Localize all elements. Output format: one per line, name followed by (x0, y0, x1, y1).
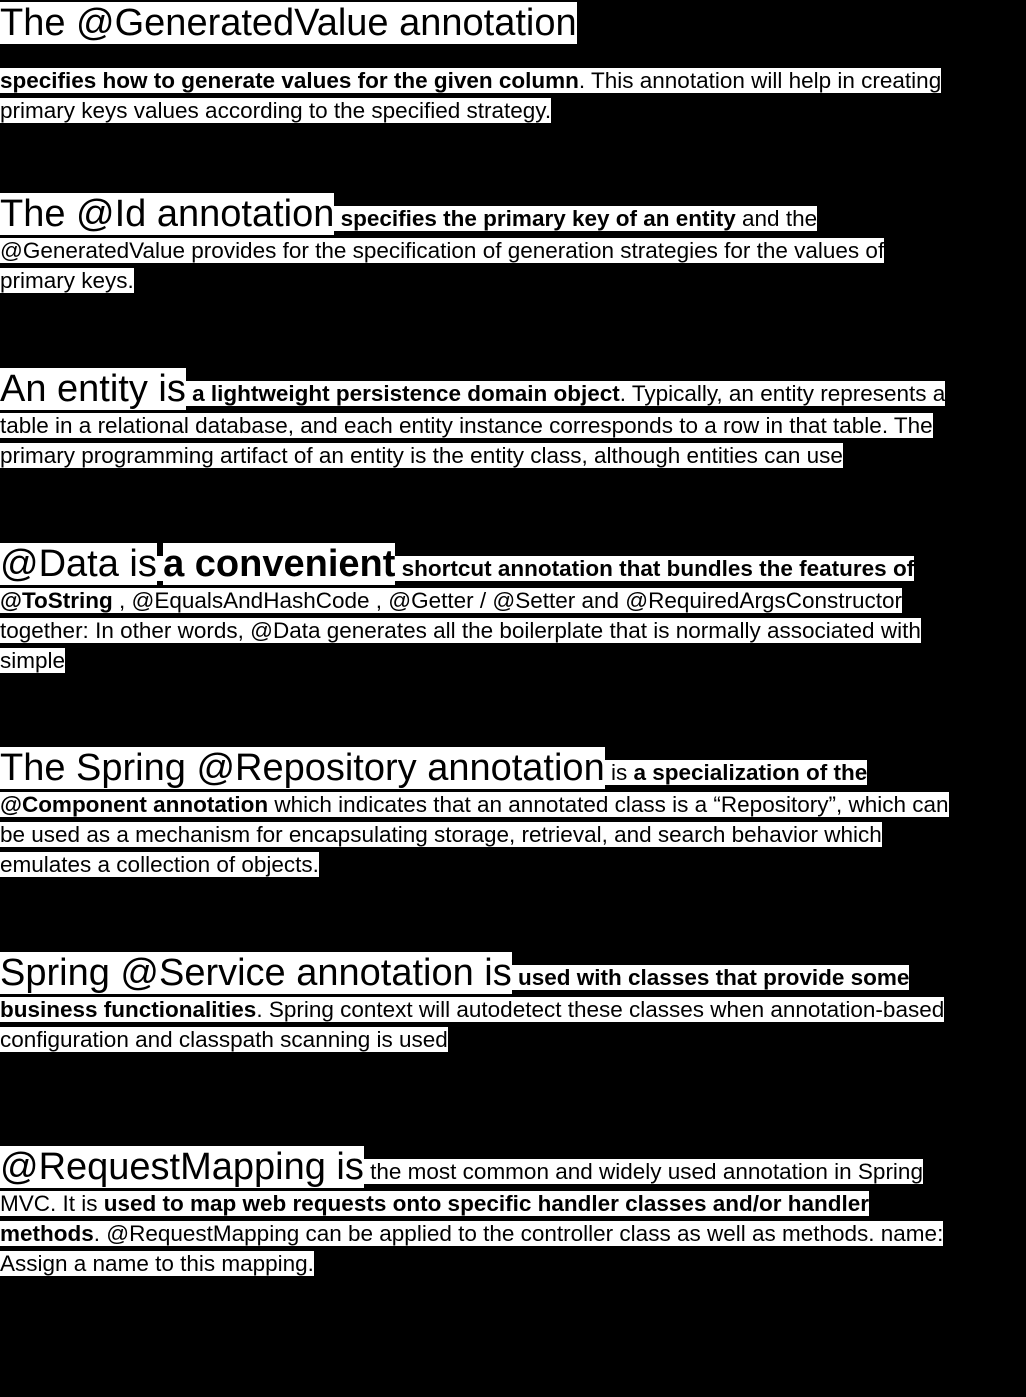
bold-text: specifies the primary key of an entity (340, 206, 736, 231)
bold-text: @Component annotation (0, 792, 269, 817)
text-run: Assign a name to this mapping. (0, 1251, 314, 1276)
bold-text: methods (0, 1221, 94, 1246)
definition-heading-line: Spring @Service annotation is used with … (0, 951, 1026, 995)
text-run: simple (0, 648, 66, 673)
definition-block: @RequestMapping is the most common and w… (0, 1145, 1026, 1279)
bold-text: specifies how to generate values for the… (0, 68, 579, 93)
definition-text-line: methods. @RequestMapping can be applied … (0, 1219, 1026, 1249)
text-run: which indicates that an annotated class … (268, 792, 949, 817)
definition-text-line: @Component annotation which indicates th… (0, 790, 1026, 820)
definition-heading: @Data is (0, 543, 157, 585)
definition-text-line: @GeneratedValue provides for the specifi… (0, 236, 1026, 266)
definition-block: @Data is a convenient shortcut annotatio… (0, 542, 1026, 676)
definition-text-line: Assign a name to this mapping. (0, 1249, 1026, 1279)
bold-text: used to map web requests onto specific h… (103, 1191, 869, 1216)
definition-text-line: be used as a mechanism for encapsulating… (0, 820, 1026, 850)
definition-text-line: primary programming artifact of an entit… (0, 441, 1026, 471)
definition-heading-line: An entity is a lightweight persistence d… (0, 367, 1026, 411)
definition-text-line: @ToString , @EqualsAndHashCode , @Getter… (0, 586, 1026, 616)
bold-text: a lightweight persistence domain object (192, 381, 620, 406)
text-run (511, 965, 519, 990)
text-run: . This annotation will help in creating (578, 68, 942, 93)
text-run (156, 556, 164, 581)
text-run: . Spring context will autodetect these c… (256, 997, 945, 1022)
text-run: . Typically, an entity represents a (619, 381, 946, 406)
bold-text: a specialization of the (633, 760, 868, 785)
definition-heading-line: The @GeneratedValue annotation (0, 0, 1026, 46)
text-run (395, 556, 402, 581)
text-run: configuration and classpath scanning is … (0, 1027, 448, 1052)
definition-text-line: primary keys. (0, 266, 1026, 296)
definition-block: The @GeneratedValue annotation specifies… (0, 0, 1026, 126)
definition-text-line: business functionalities. Spring context… (0, 995, 1026, 1025)
definition-text-line: MVC. It is used to map web requests onto… (0, 1189, 1026, 1219)
definition-heading-line: The Spring @Repository annotation is a s… (0, 746, 1026, 790)
text-run: and the (735, 206, 818, 231)
text-run: @GeneratedValue provides for the specifi… (0, 238, 885, 263)
definition-heading-line: @Data is a convenient shortcut annotatio… (0, 542, 1026, 586)
bold-text: @ToString (0, 588, 113, 613)
definition-heading: The @GeneratedValue annotation (0, 2, 577, 44)
definition-heading-line: @RequestMapping is the most common and w… (0, 1145, 1026, 1189)
definition-block: Spring @Service annotation is used with … (0, 951, 1026, 1055)
definition-text-line: specifies how to generate values for the… (0, 66, 1026, 96)
text-run: . @RequestMapping can be applied to the … (93, 1221, 944, 1246)
definition-text-line: simple (0, 646, 1026, 676)
text-run: the most common and widely used annotati… (363, 1159, 923, 1184)
text-run (334, 206, 341, 231)
text-run: primary keys. (0, 268, 134, 293)
text-run: together: In other words, @Data generate… (0, 618, 921, 643)
definition-heading: @RequestMapping is (0, 1146, 364, 1188)
text-run: table in a relational database, and each… (0, 413, 933, 438)
text-run: primary programming artifact of an entit… (0, 443, 843, 468)
definition-heading: The @Id annotation (0, 193, 335, 235)
definition-text-line: configuration and classpath scanning is … (0, 1025, 1026, 1055)
text-run: , @EqualsAndHashCode , @Getter / @Setter… (112, 588, 902, 613)
text-run: emulates a collection of objects. (0, 852, 319, 877)
text-run: primary keys values according to the spe… (0, 98, 552, 123)
definition-heading: The Spring @Repository annotation (0, 747, 605, 789)
definition-text-line: emulates a collection of objects. (0, 850, 1026, 880)
bold-text: a convenient (163, 543, 396, 585)
bold-text: used with classes that provide some (518, 965, 910, 990)
definition-heading: Spring @Service annotation is (0, 952, 512, 994)
text-run: is (604, 760, 634, 785)
definition-text-line: table in a relational database, and each… (0, 411, 1026, 441)
definition-heading-line: The @Id annotation specifies the primary… (0, 192, 1026, 236)
text-run: be used as a mechanism for encapsulating… (0, 822, 882, 847)
bold-text: business functionalities (0, 997, 257, 1022)
definition-block: An entity is a lightweight persistence d… (0, 367, 1026, 471)
text-run (185, 381, 193, 406)
definition-block: The @Id annotation specifies the primary… (0, 192, 1026, 296)
definition-heading: An entity is (0, 368, 186, 410)
bold-text: shortcut annotation that bundles the fea… (401, 556, 915, 581)
definition-text-line: together: In other words, @Data generate… (0, 616, 1026, 646)
definition-block: The Spring @Repository annotation is a s… (0, 746, 1026, 880)
text-run: MVC. It is (0, 1191, 104, 1216)
definition-text-line: primary keys values according to the spe… (0, 96, 1026, 126)
